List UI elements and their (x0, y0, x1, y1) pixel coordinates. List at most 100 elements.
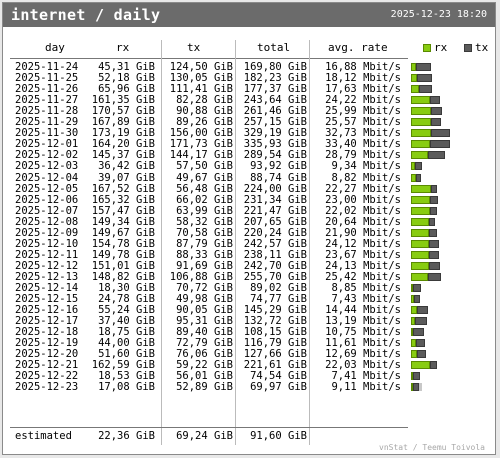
tx-bar-segment (413, 328, 424, 337)
total-cell: 74,54 GiB (250, 370, 307, 383)
table-row: 2025-12-20 51,60 GiB 76,06 GiB 127,66 GiB 12… (3, 349, 495, 360)
total-cell: 255,70 GiB (243, 270, 307, 283)
tx-bar-segment (431, 129, 450, 138)
avg-rate-cell: 11,61 Mbit/s (325, 337, 401, 350)
rx-bar-segment (411, 272, 429, 281)
traffic-bar (411, 361, 438, 370)
rx-cell: 170,57 GiB (91, 105, 155, 118)
table-row: 2025-12-08 149,34 GiB 58,32 GiB 207,65 GiB 2… (3, 215, 495, 228)
tx-cell: 66,02 GiB (176, 193, 233, 206)
legend-tx-label: tx (475, 41, 489, 54)
day-cell: 2025-12-08 (15, 215, 79, 228)
tx-bar-segment (415, 317, 427, 326)
tx-bar-segment (415, 173, 422, 182)
tx-cell: 56,01 GiB (176, 370, 233, 383)
rx-cell: 37,40 GiB (98, 315, 155, 328)
total-cell: 127,66 GiB (243, 348, 307, 361)
day-cell: 2025-12-04 (15, 171, 79, 184)
rx-cell: 18,30 GiB (98, 282, 155, 294)
rx-cell: 39,07 GiB (98, 171, 155, 184)
rx-cell: 17,08 GiB (98, 381, 155, 394)
rx-bar-segment (411, 339, 417, 348)
day-cell: 2025-12-21 (15, 359, 79, 372)
traffic-bar (411, 129, 450, 138)
traffic-bar (411, 239, 440, 248)
tx-bar-segment (417, 306, 429, 315)
total-cell: 329,19 GiB (243, 127, 307, 140)
table-row: 2025-12-14 18,30 GiB 70,72 GiB 89,02 GiB 8,8… (3, 283, 495, 294)
total-cell: 242,70 GiB (243, 259, 307, 272)
day-cell: 2025-12-19 (15, 337, 79, 350)
day-cell: 2025-12-15 (15, 293, 79, 306)
rx-cell: 149,78 GiB (91, 248, 155, 261)
rx-bar-segment (411, 328, 414, 337)
table-row: 2025-12-07 157,47 GiB 63,99 GiB 221,47 GiB 2… (3, 204, 495, 217)
avg-rate-cell: 23,00 Mbit/s (325, 193, 401, 206)
traffic-bar (411, 295, 420, 304)
avg-rate-cell: 14,44 Mbit/s (325, 304, 401, 317)
total-cell: 88,74 GiB (250, 171, 307, 184)
total-cell: 207,65 GiB (243, 215, 307, 228)
tx-bar-segment (428, 261, 440, 270)
estimated-tx: 69,24 GiB (176, 430, 233, 442)
tx-cell: 91,69 GiB (176, 259, 233, 272)
tx-bar-segment (430, 118, 442, 127)
total-cell: 108,15 GiB (243, 326, 307, 339)
tx-cell: 124,50 GiB (169, 61, 233, 73)
rx-cell: 167,52 GiB (91, 182, 155, 195)
tx-cell: 59,22 GiB (176, 359, 233, 372)
estimated-rx: 22,36 GiB (98, 430, 155, 442)
avg-rate-cell: 7,43 Mbit/s (331, 293, 401, 306)
table-row: 2025-12-13 148,82 GiB 106,88 GiB 255,70 GiB… (3, 270, 495, 283)
tx-cell: 89,26 GiB (176, 116, 233, 129)
day-cell: 2025-12-13 (15, 270, 79, 283)
tx-bar-segment (428, 151, 446, 160)
avg-rate-cell: 25,99 Mbit/s (325, 105, 401, 118)
avg-rate-cell: 22,02 Mbit/s (325, 204, 401, 217)
column-divider (161, 40, 162, 445)
avg-rate-cell: 17,63 Mbit/s (325, 83, 401, 96)
avg-rate-cell: 20,64 Mbit/s (325, 215, 401, 228)
rx-bar-segment (411, 85, 419, 94)
avg-rate-cell: 21,90 Mbit/s (325, 226, 401, 239)
rx-bar-segment (411, 63, 417, 71)
rx-bar-segment (411, 96, 430, 105)
tx-bar-segment (417, 350, 426, 359)
total-cell: 74,77 GiB (250, 293, 307, 306)
day-cell: 2025-12-07 (15, 204, 79, 217)
total-cell: 132,72 GiB (243, 315, 307, 328)
tx-bar-segment (418, 85, 432, 94)
rx-cell: 173,19 GiB (91, 127, 155, 140)
rx-bar-segment (411, 74, 418, 83)
rx-cell: 55,24 GiB (98, 304, 155, 317)
traffic-bar (411, 195, 439, 204)
tx-cell: 63,99 GiB (176, 204, 233, 217)
rx-cell: 149,67 GiB (91, 226, 155, 239)
tx-bar-segment (429, 96, 440, 105)
avg-rate-cell: 10,75 Mbit/s (325, 326, 401, 339)
tx-bar-segment (431, 107, 442, 116)
report-title: internet / daily (11, 6, 161, 24)
table-row: 2025-11-29 167,89 GiB 89,26 GiB 257,15 GiB 2… (3, 117, 495, 128)
total-cell: 243,64 GiB (243, 94, 307, 107)
rx-bar-segment (411, 250, 429, 259)
day-cell: 2025-11-28 (15, 105, 79, 118)
rx-cell: 165,32 GiB (91, 193, 155, 206)
rx-cell: 18,53 GiB (98, 370, 155, 383)
rx-bar-segment (411, 317, 416, 326)
day-cell: 2025-12-01 (15, 138, 79, 151)
table-row: 2025-12-18 18,75 GiB 89,40 GiB 108,15 GiB 10… (3, 327, 495, 338)
day-cell: 2025-12-09 (15, 226, 79, 239)
rx-cell: 145,37 GiB (91, 149, 155, 162)
total-cell: 257,15 GiB (243, 116, 307, 129)
avg-rate-cell: 22,03 Mbit/s (325, 359, 401, 372)
rx-bar-segment (411, 361, 431, 370)
rx-cell: 167,89 GiB (91, 116, 155, 129)
day-cell: 2025-12-06 (15, 193, 79, 206)
tx-bar-segment (428, 250, 439, 259)
tx-cell: 52,89 GiB (176, 381, 233, 394)
tx-bar-segment (413, 284, 422, 292)
day-cell: 2025-12-02 (15, 149, 79, 162)
total-cell: 182,23 GiB (243, 72, 307, 85)
rx-bar-segment (411, 228, 429, 237)
